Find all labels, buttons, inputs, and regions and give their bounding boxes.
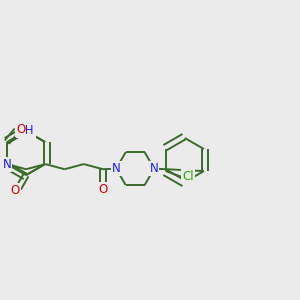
Text: O: O (16, 123, 26, 136)
Text: Cl: Cl (182, 170, 194, 183)
Text: O: O (98, 183, 108, 196)
Text: O: O (11, 184, 20, 197)
Text: NH: NH (17, 124, 35, 137)
Text: N: N (150, 162, 158, 175)
Text: N: N (112, 162, 121, 175)
Text: N: N (3, 158, 11, 171)
